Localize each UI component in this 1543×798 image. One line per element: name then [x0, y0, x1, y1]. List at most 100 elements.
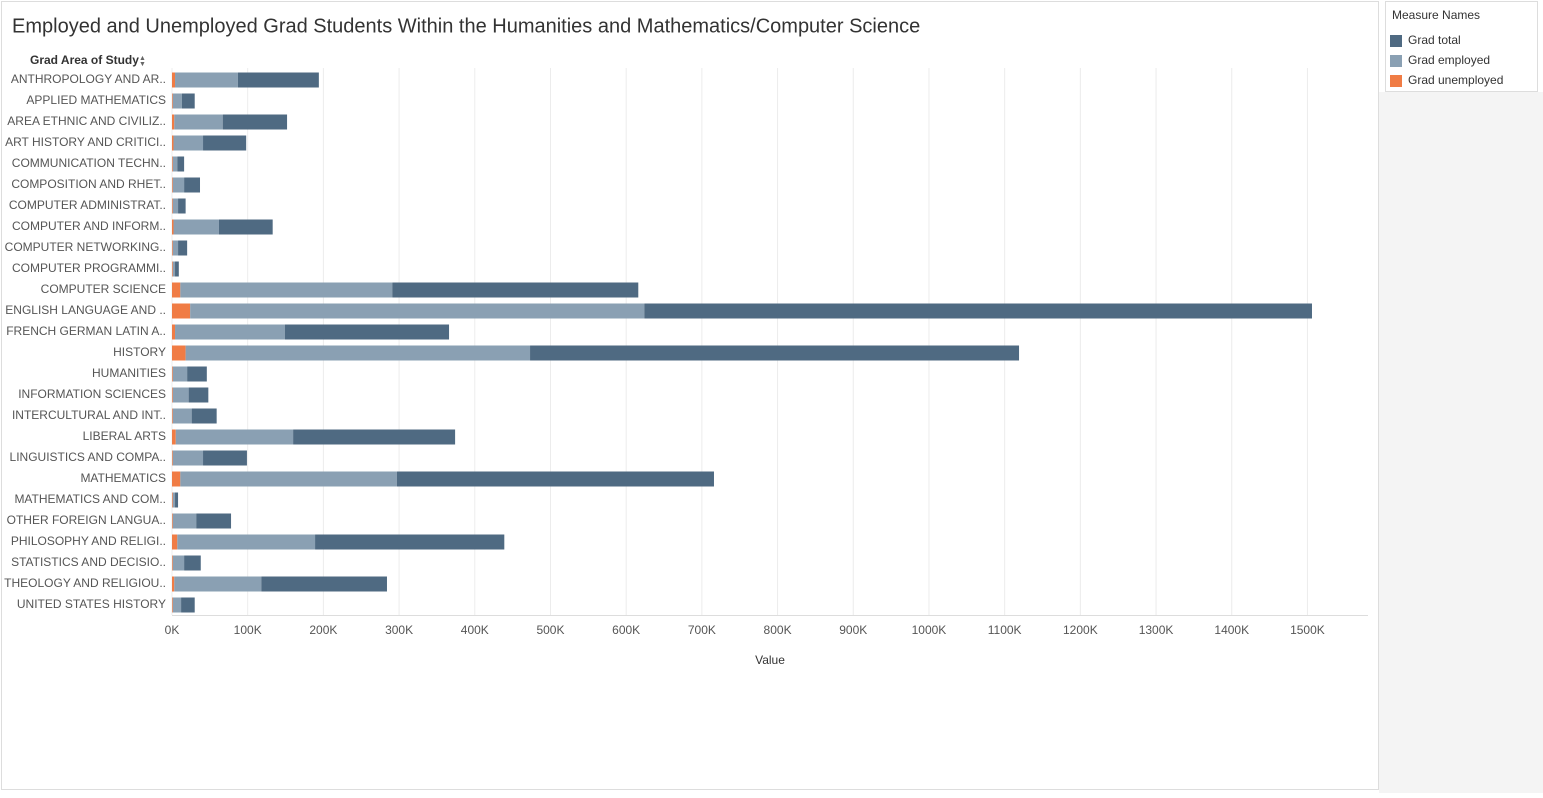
bar	[181, 93, 195, 109]
bar	[172, 366, 188, 382]
bar	[172, 408, 192, 424]
bar	[175, 324, 285, 340]
y-tick-label: APPLIED MATHEMATICS	[26, 93, 166, 107]
bar	[172, 177, 173, 193]
x-tick-label: 1100K	[988, 623, 1022, 637]
legend-title: Measure Names	[1392, 8, 1480, 22]
chart-title: Employed and Unemployed Grad Students Wi…	[12, 15, 920, 37]
bar	[172, 303, 191, 319]
y-tick-label: ANTHROPOLOGY AND AR..	[11, 72, 166, 86]
legend-swatch	[1390, 55, 1402, 67]
bar	[177, 156, 185, 172]
bar	[174, 576, 262, 592]
bar	[172, 555, 173, 571]
bar	[172, 408, 173, 424]
grid	[171, 68, 1308, 615]
chart-border	[1, 1, 1379, 790]
legend-label: Grad employed	[1408, 53, 1490, 67]
bar	[644, 303, 1312, 319]
bar	[172, 240, 179, 256]
bar	[172, 492, 173, 508]
bar	[178, 240, 188, 256]
y-tick-label: UNITED STATES HISTORY	[17, 597, 166, 611]
bar	[315, 534, 505, 550]
bar	[172, 261, 176, 277]
bar	[184, 555, 201, 571]
y-tick-label: ART HISTORY AND CRITICI..	[5, 135, 166, 149]
x-tick-label: 200K	[309, 623, 337, 637]
bar	[175, 72, 238, 88]
bar	[172, 597, 173, 613]
y-tick-label: PHILOSOPHY AND RELIGI..	[11, 534, 166, 548]
bar	[396, 471, 714, 487]
bar	[172, 219, 174, 235]
bar	[175, 492, 179, 508]
bar	[172, 387, 189, 403]
bar	[172, 72, 176, 88]
y-tick-label: OTHER FOREIGN LANGUA..	[7, 513, 166, 527]
bar	[392, 282, 639, 298]
sort-icon[interactable]: ▼	[139, 61, 146, 68]
y-tick-label: MATHEMATICS	[80, 471, 166, 485]
bar	[177, 534, 316, 550]
y-tick-label: COMPUTER AND INFORM..	[12, 219, 166, 233]
bar	[172, 156, 173, 172]
bar	[172, 597, 182, 613]
bar	[172, 198, 179, 214]
bar	[172, 240, 173, 256]
bar	[203, 135, 247, 151]
bar	[190, 303, 645, 319]
bar	[172, 135, 174, 151]
sort-icon[interactable]: ▲	[139, 55, 146, 62]
x-tick-label: 1500K	[1290, 623, 1325, 637]
bar	[172, 324, 176, 340]
legend-box	[1385, 1, 1538, 92]
bar	[172, 471, 181, 487]
y-tick-label: MATHEMATICS AND COM..	[14, 492, 166, 506]
bar	[172, 282, 181, 298]
x-tick-label: 500K	[536, 623, 564, 637]
bar	[172, 156, 178, 172]
y-tick-label: THEOLOGY AND RELIGIOU..	[4, 576, 166, 590]
bar	[175, 429, 294, 445]
bar	[284, 324, 450, 340]
y-tick-label: COMPUTER ADMINISTRAT..	[9, 198, 166, 212]
bar	[172, 366, 173, 382]
bar	[178, 198, 186, 214]
bar	[172, 492, 176, 508]
x-axis-title: Value	[755, 653, 785, 667]
y-axis-title: Grad Area of Study	[30, 53, 139, 67]
x-tick-label: 600K	[612, 623, 640, 637]
legend-label: Grad unemployed	[1408, 73, 1503, 87]
bar	[172, 450, 173, 466]
bar	[173, 135, 204, 151]
y-tick-label: COMPUTER NETWORKING..	[5, 240, 166, 254]
bar	[530, 345, 1020, 361]
bar	[218, 219, 273, 235]
y-tick-label: HISTORY	[113, 345, 166, 359]
y-tick-label: LINGUISTICS AND COMPA..	[10, 450, 166, 464]
bar	[222, 114, 288, 130]
x-tick-label: 900K	[839, 623, 867, 637]
y-tick-label: STATISTICS AND DECISIO..	[11, 555, 166, 569]
legend-swatch	[1390, 35, 1402, 47]
bar	[172, 513, 173, 529]
y-tick-label: AREA ETHNIC AND CIVILIZ..	[7, 114, 166, 128]
bar	[184, 177, 201, 193]
bar	[293, 429, 456, 445]
bar	[188, 387, 209, 403]
bar	[172, 429, 176, 445]
bar	[187, 366, 207, 382]
x-tick-label: 100K	[234, 623, 262, 637]
y-tick-label: INTERCULTURAL AND INT..	[12, 408, 166, 422]
bar	[191, 408, 217, 424]
y-tick-label: COMPOSITION AND RHET..	[11, 177, 166, 191]
bar	[172, 114, 175, 130]
bar	[175, 261, 179, 277]
y-tick-label: COMMUNICATION TECHN..	[12, 156, 166, 170]
bar	[172, 576, 175, 592]
legend-label: Grad total	[1408, 33, 1461, 47]
x-tick-label: 0K	[165, 623, 180, 637]
bar	[172, 387, 173, 403]
